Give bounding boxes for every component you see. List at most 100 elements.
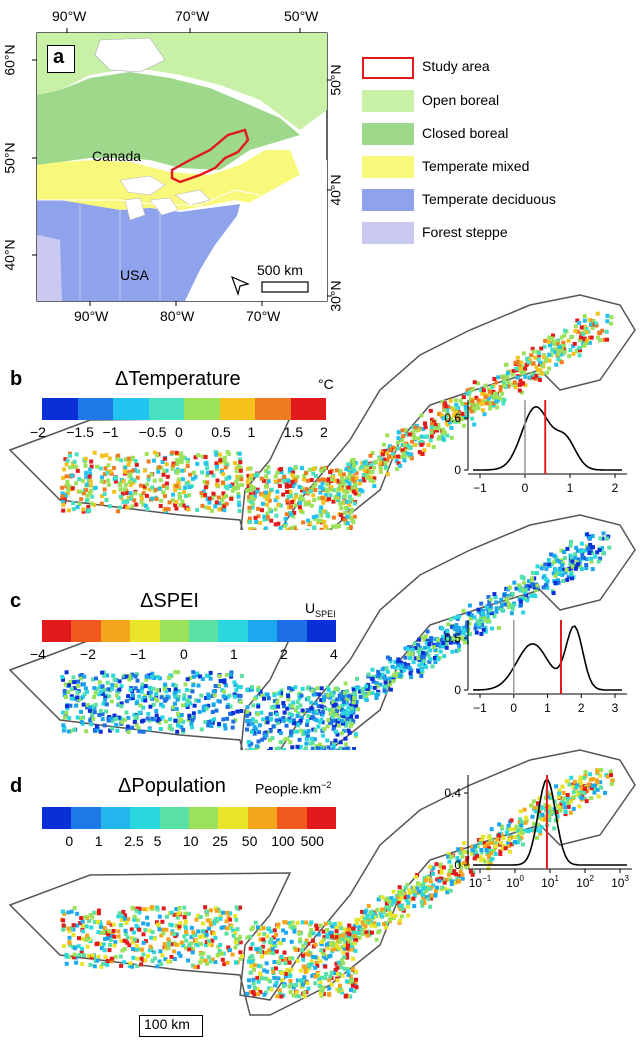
grid-cell (309, 503, 314, 508)
grid-cell (234, 688, 239, 693)
grid-cell (161, 490, 166, 495)
grid-cell (286, 495, 291, 499)
grid-cell (113, 940, 118, 945)
grid-cell (419, 413, 424, 418)
grid-cell (453, 881, 458, 885)
grid-cell (139, 689, 144, 694)
grid-cell (534, 835, 539, 840)
grid-cell (312, 526, 317, 530)
grid-cell (441, 644, 446, 649)
grid-cell (96, 911, 101, 916)
grid-cell (106, 478, 111, 483)
grid-cell (464, 637, 469, 642)
grid-cell (506, 824, 511, 828)
grid-cell (562, 350, 567, 355)
bottom-axis-label: 80°W (160, 308, 195, 324)
grid-cell (248, 466, 253, 471)
grid-cell (195, 671, 200, 676)
grid-cell (182, 490, 186, 495)
grid-cell (126, 715, 131, 720)
grid-cell (164, 697, 169, 702)
grid-cell (145, 915, 150, 920)
grid-cell (288, 740, 293, 745)
grid-cell (234, 917, 239, 922)
grid-cell (303, 941, 308, 946)
grid-cell (514, 828, 519, 833)
grid-cell (203, 958, 208, 963)
grid-cell (184, 932, 189, 936)
grid-cell (290, 956, 295, 961)
grid-cell (237, 508, 242, 513)
grid-cell (547, 366, 551, 371)
grid-cell (317, 977, 322, 982)
grid-cell (72, 727, 77, 732)
grid-cell (334, 961, 339, 966)
grid-cell (127, 674, 132, 679)
grid-cell (331, 475, 336, 480)
grid-cell (545, 585, 550, 590)
grid-cell (135, 956, 140, 961)
grid-cell (135, 678, 140, 683)
grid-cell (446, 622, 451, 627)
grid-cell (175, 457, 180, 462)
grid-cell (217, 722, 221, 726)
grid-cell (72, 686, 77, 691)
grid-cell (279, 740, 284, 745)
grid-cell (522, 370, 527, 375)
grid-cell (339, 926, 344, 931)
grid-cell (113, 954, 118, 959)
grid-cell (72, 952, 77, 957)
grid-cell (297, 505, 302, 510)
grid-cell (362, 692, 367, 697)
grid-cell (87, 491, 92, 496)
grid-cell (328, 974, 333, 979)
grid-cell (422, 637, 427, 642)
grid-cell (146, 711, 151, 716)
grid-cell (533, 594, 538, 598)
grid-cell (607, 545, 612, 550)
grid-cell (385, 472, 390, 477)
grid-cell (514, 586, 519, 591)
grid-cell (601, 551, 606, 556)
grid-cell (221, 717, 226, 722)
grid-cell (304, 501, 309, 506)
grid-cell (534, 571, 539, 576)
grid-cell (315, 746, 320, 750)
study-area-outline (8, 514, 636, 750)
grid-cell (541, 361, 546, 366)
grid-cell (596, 559, 601, 564)
study-area-outline (8, 294, 636, 530)
grid-cell (561, 579, 566, 583)
grid-cell (449, 435, 454, 440)
grid-cell (318, 490, 323, 495)
grid-cell (271, 704, 276, 709)
grid-cell (530, 576, 534, 581)
grid-cell (406, 913, 411, 918)
grid-cell (203, 905, 208, 910)
grid-cell (67, 715, 72, 720)
grid-cell (251, 526, 256, 530)
grid-cell (255, 986, 260, 991)
grid-cell (84, 938, 88, 942)
grid-cell (330, 947, 335, 952)
grid-cell (170, 450, 175, 455)
grid-cell (449, 425, 454, 430)
grid-cell (142, 484, 147, 489)
grid-cell (79, 709, 83, 714)
grid-cell (278, 991, 282, 995)
grid-cell (372, 465, 376, 470)
grid-cell (374, 937, 379, 942)
grid-cell (103, 928, 108, 933)
grid-cell (483, 395, 488, 400)
grid-cell (189, 935, 194, 940)
grid-cell (170, 727, 174, 732)
grid-cell (335, 732, 340, 737)
grid-cell (167, 675, 171, 680)
grid-cell (240, 954, 244, 959)
grid-cell (408, 452, 413, 457)
grid-cell (276, 922, 281, 927)
grid-cell (319, 469, 324, 473)
grid-cell (463, 402, 468, 407)
grid-cell (279, 693, 284, 698)
grid-cell (534, 825, 539, 830)
